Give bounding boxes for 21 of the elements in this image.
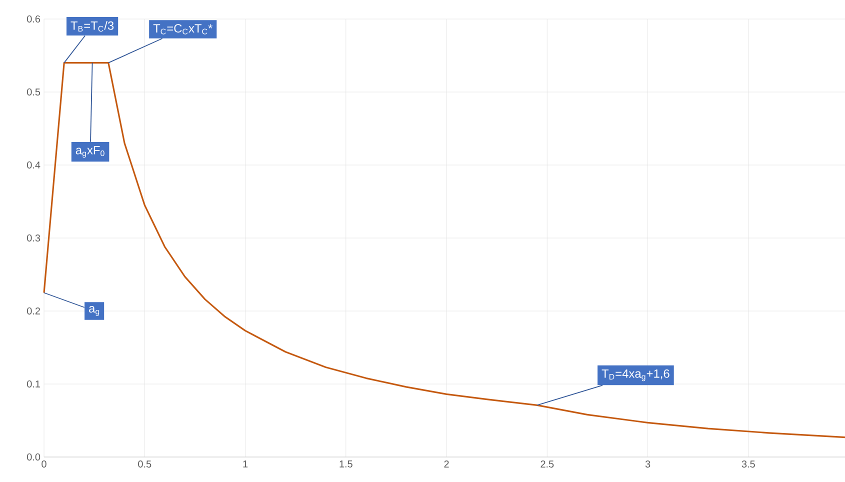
y-tick-label: 0.5 <box>27 88 40 96</box>
x-tick-label: 1.5 <box>340 460 352 468</box>
annotation: T$_{D}$=4xa$_{g}$+1,6 <box>602 369 670 382</box>
y-tick-label: 0.6 <box>27 15 40 23</box>
x-tick-label: 0.5 <box>138 460 152 468</box>
x-tick-label: 3 <box>645 460 650 468</box>
y-tick-label: 0.1 <box>27 380 40 388</box>
annotation: a$_{g}$ <box>89 306 100 316</box>
annotation: a$_{g}$xF$_{0}$ <box>76 146 104 158</box>
y-tick-label: 0.2 <box>27 307 40 315</box>
x-tick-label: 2 <box>444 460 449 468</box>
x-tick-label: 2.5 <box>540 460 554 468</box>
y-tick-label: 0.3 <box>27 234 40 242</box>
line-series <box>43 62 845 438</box>
y-tick-label: 0.0 <box>27 453 40 461</box>
x-tick-label: 3.5 <box>742 460 755 468</box>
annotation: T$_{C}$=C$_{C}$xT$_{C}$* <box>153 24 212 34</box>
annotation: T$_{B}$=T$_{C}$/3 <box>70 21 114 32</box>
x-tick-label: 0 <box>42 460 46 468</box>
x-tick-label: 1 <box>243 460 248 468</box>
y-tick-label: 0.4 <box>27 161 40 169</box>
